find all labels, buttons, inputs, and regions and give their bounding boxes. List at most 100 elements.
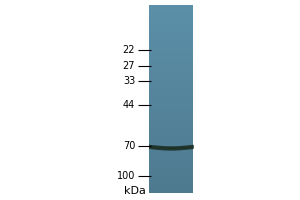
Bar <box>148 51 193 52</box>
Bar <box>148 80 193 81</box>
Bar <box>148 14 193 15</box>
Bar <box>148 156 193 157</box>
Bar <box>148 128 193 129</box>
Bar <box>148 176 193 177</box>
Bar <box>148 148 193 149</box>
Bar <box>148 102 193 103</box>
Bar <box>148 132 193 133</box>
Bar <box>148 187 193 188</box>
Bar <box>148 43 193 44</box>
Bar <box>148 7 193 8</box>
Bar <box>148 149 193 150</box>
Text: kDa: kDa <box>124 186 146 196</box>
Bar <box>148 165 193 166</box>
Bar <box>148 62 193 63</box>
Bar <box>148 116 193 117</box>
Bar <box>148 123 193 124</box>
Bar <box>148 141 193 142</box>
Bar <box>148 180 193 181</box>
Bar <box>148 69 193 70</box>
Bar <box>148 154 193 155</box>
Bar <box>148 120 193 121</box>
Bar <box>148 151 193 152</box>
Bar <box>148 182 193 183</box>
Bar <box>148 87 193 88</box>
Bar <box>148 146 193 147</box>
Bar <box>148 185 193 186</box>
Bar <box>148 119 193 120</box>
Bar <box>148 53 193 54</box>
Bar <box>148 78 193 79</box>
Bar <box>148 34 193 35</box>
Bar <box>148 19 193 20</box>
Bar <box>148 60 193 61</box>
Bar <box>148 15 193 16</box>
Bar <box>148 161 193 162</box>
Bar <box>148 122 193 123</box>
Bar <box>148 104 193 105</box>
Bar <box>148 30 193 31</box>
Bar <box>148 26 193 27</box>
Bar <box>148 84 193 85</box>
Bar <box>148 41 193 42</box>
Bar <box>148 113 193 114</box>
Bar <box>148 31 193 32</box>
Bar <box>148 172 193 173</box>
Bar <box>148 170 193 171</box>
Bar <box>148 162 193 163</box>
Bar <box>148 45 193 46</box>
Bar <box>148 184 193 185</box>
Bar <box>148 175 193 176</box>
Bar <box>148 157 193 158</box>
Bar <box>148 131 193 132</box>
Bar <box>148 58 193 59</box>
Bar <box>148 153 193 154</box>
Bar <box>148 32 193 33</box>
Bar <box>148 56 193 57</box>
Bar <box>148 147 193 148</box>
Bar <box>148 121 193 122</box>
Bar <box>148 95 193 96</box>
Bar <box>148 136 193 137</box>
Bar <box>148 114 193 115</box>
Bar <box>148 108 193 109</box>
Bar <box>148 5 193 6</box>
Bar <box>148 16 193 17</box>
Bar <box>148 81 193 82</box>
Text: 70: 70 <box>123 141 135 151</box>
Bar <box>148 77 193 78</box>
Bar <box>148 186 193 187</box>
Bar <box>148 36 193 37</box>
Bar <box>148 127 193 128</box>
Bar <box>148 47 193 48</box>
Bar <box>148 133 193 134</box>
Bar <box>148 130 193 131</box>
Bar <box>148 100 193 101</box>
Bar <box>148 139 193 140</box>
Bar <box>148 71 193 72</box>
Bar <box>148 57 193 58</box>
Bar <box>148 164 193 165</box>
Bar <box>148 177 193 178</box>
Bar <box>148 33 193 34</box>
Bar <box>148 65 193 66</box>
Bar <box>148 17 193 18</box>
Bar <box>148 166 193 167</box>
Bar <box>148 159 193 160</box>
Bar <box>148 160 193 161</box>
Bar <box>148 23 193 24</box>
Bar <box>148 82 193 83</box>
Bar <box>148 112 193 113</box>
Text: 100: 100 <box>117 171 135 181</box>
Bar <box>148 135 193 136</box>
Bar <box>148 171 193 172</box>
Bar <box>148 137 193 138</box>
Bar <box>148 92 193 93</box>
Bar <box>148 25 193 26</box>
Bar <box>148 179 193 180</box>
Bar <box>148 20 193 21</box>
Bar <box>148 163 193 164</box>
Bar <box>148 188 193 189</box>
Bar <box>148 64 193 65</box>
Bar <box>148 174 193 175</box>
